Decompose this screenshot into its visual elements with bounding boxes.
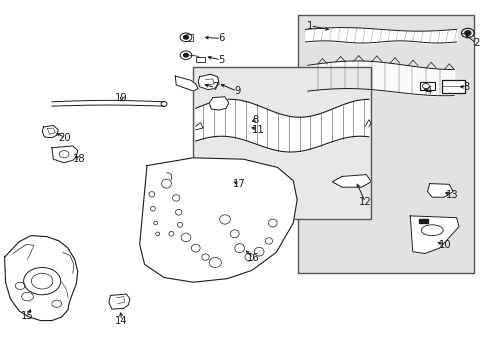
Text: 16: 16 (246, 253, 259, 263)
Polygon shape (298, 15, 473, 273)
Text: 14: 14 (115, 316, 128, 325)
Bar (418, 220, 427, 223)
Text: 4: 4 (425, 86, 431, 96)
Ellipse shape (161, 102, 166, 107)
Polygon shape (427, 184, 452, 197)
Text: 13: 13 (445, 190, 457, 200)
Text: 11: 11 (251, 125, 264, 135)
Text: 19: 19 (115, 93, 128, 103)
Bar (195, 57, 205, 62)
Polygon shape (140, 158, 297, 282)
Polygon shape (409, 216, 458, 253)
Circle shape (464, 31, 470, 35)
Text: 12: 12 (358, 197, 371, 207)
Text: 1: 1 (306, 21, 313, 31)
Text: 9: 9 (234, 86, 240, 96)
Text: 2: 2 (472, 38, 478, 48)
Text: 6: 6 (218, 33, 224, 43)
Text: 7: 7 (212, 82, 218, 93)
Text: 17: 17 (233, 179, 245, 189)
Polygon shape (42, 126, 58, 138)
Polygon shape (331, 175, 370, 187)
Polygon shape (4, 235, 78, 320)
FancyBboxPatch shape (441, 80, 465, 93)
Text: 3: 3 (462, 82, 468, 92)
Text: 20: 20 (59, 133, 71, 143)
Polygon shape (52, 146, 78, 163)
Text: 10: 10 (438, 240, 451, 250)
Circle shape (183, 36, 188, 39)
Circle shape (183, 53, 188, 57)
Polygon shape (175, 76, 198, 91)
Polygon shape (198, 74, 219, 90)
Text: 8: 8 (252, 115, 258, 125)
Text: 15: 15 (21, 311, 34, 320)
Text: 5: 5 (218, 55, 224, 65)
Polygon shape (193, 67, 370, 220)
Polygon shape (109, 294, 130, 309)
Polygon shape (209, 97, 228, 110)
Bar (419, 82, 434, 90)
Text: 18: 18 (73, 154, 86, 164)
